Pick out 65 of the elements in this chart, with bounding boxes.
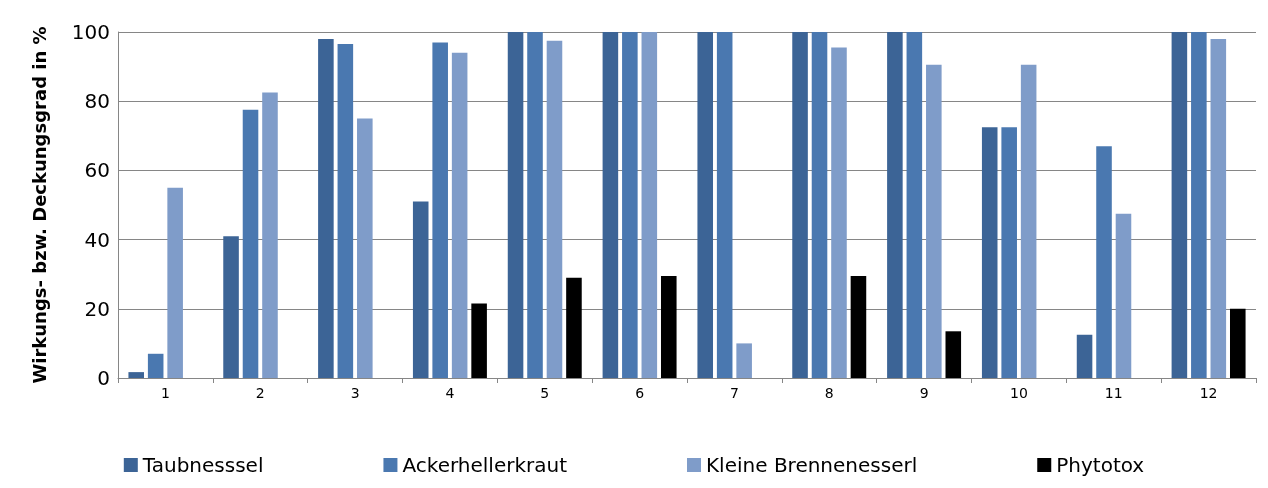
bar [507, 32, 524, 378]
x-tick-label: 8 [824, 385, 834, 401]
x-tick-label: 2 [255, 385, 265, 401]
bar [242, 109, 259, 378]
bar [1191, 32, 1207, 378]
bar [602, 32, 619, 378]
legend-label: Ackerhellerkraut [402, 453, 568, 477]
y-tick-label: 80 [84, 89, 110, 114]
x-tick-label: 12 [1199, 385, 1218, 401]
bar [641, 32, 658, 378]
bar [926, 64, 942, 378]
bar [945, 331, 962, 378]
bar [412, 201, 429, 378]
y-tick-label: 40 [84, 227, 110, 252]
bar [1096, 146, 1112, 378]
y-tick-label: 0 [97, 366, 110, 390]
bar [831, 47, 847, 378]
x-tick-label: 10 [1010, 385, 1028, 401]
bar [1210, 38, 1227, 378]
bar [981, 127, 998, 378]
x-tick-label: 9 [919, 385, 929, 401]
x-tick-label: 4 [445, 385, 455, 401]
bar [811, 32, 828, 378]
bar [1115, 213, 1132, 378]
x-tick-label: 5 [540, 385, 550, 401]
y-tick-label: 60 [84, 158, 110, 183]
bar [167, 187, 183, 378]
bar [357, 118, 373, 378]
x-tick-label: 7 [729, 385, 739, 401]
bar [337, 44, 354, 378]
bar [566, 277, 582, 378]
bar [1171, 32, 1188, 378]
bar [792, 32, 808, 378]
bar [1020, 64, 1037, 378]
bar [697, 32, 713, 378]
bar [318, 38, 334, 378]
legend-label: Phytotox [1056, 453, 1145, 477]
bar [223, 236, 239, 378]
bar [906, 32, 923, 378]
bar [451, 52, 468, 378]
legend-label: Kleine Brennenesserl [706, 453, 918, 477]
bar [850, 275, 867, 378]
bar [716, 32, 733, 378]
legend-label: Taubnesssel [141, 453, 264, 477]
y-axis-title: Wirkungs- bzw. Deckungsgrad in % [28, 26, 50, 384]
bar [147, 353, 164, 378]
x-tick-label: 11 [1104, 385, 1123, 401]
x-tick-label: 6 [635, 385, 645, 401]
bar [1001, 127, 1017, 378]
bar [432, 42, 448, 378]
bar [887, 32, 903, 378]
bar [661, 275, 677, 378]
bar [546, 40, 563, 378]
x-tick-label: 3 [350, 385, 360, 401]
bar [1076, 334, 1093, 378]
y-tick-label: 20 [84, 296, 110, 321]
bar [736, 343, 752, 378]
bar [622, 32, 638, 378]
x-tick-label: 1 [160, 385, 170, 401]
bar [1230, 308, 1246, 378]
bar [471, 303, 487, 378]
bar [527, 32, 543, 378]
bar [128, 372, 144, 378]
y-tick-label: 100 [71, 20, 110, 44]
bar [262, 92, 278, 378]
